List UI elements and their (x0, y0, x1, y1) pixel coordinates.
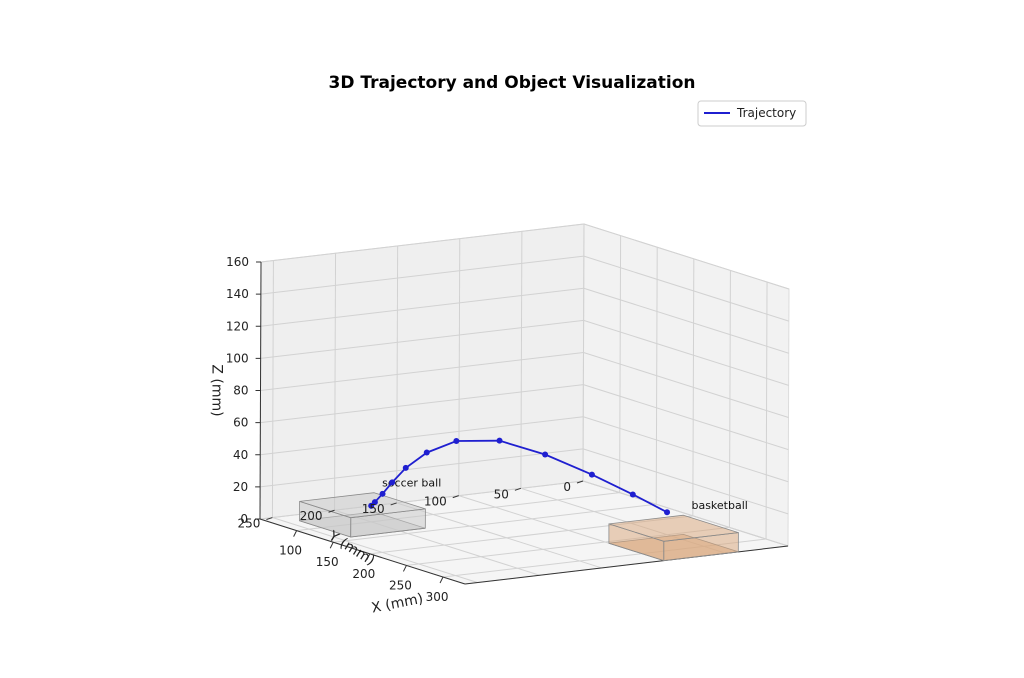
series-point (496, 437, 503, 444)
grid-x-floor (333, 503, 657, 543)
z-tick-label: 0 (240, 512, 248, 526)
y-tick-label: 50 (494, 487, 509, 501)
z-tick-label: 80 (233, 384, 248, 398)
object-face-top (608, 514, 739, 542)
y-tick-label: 0 (563, 480, 571, 494)
y-tick-mark (266, 517, 273, 521)
grid-z-right (582, 480, 789, 547)
series-point (389, 479, 396, 486)
x-tick-label: 150 (316, 555, 339, 569)
x-tick-label: 250 (389, 578, 412, 592)
object-face-top (299, 492, 426, 519)
series-point (402, 464, 409, 471)
series-point (664, 509, 671, 516)
grid-z-left (260, 287, 584, 327)
grid-z-right (583, 319, 789, 386)
tick-labels: 0 20 40 60 80 100 120 140 160 100 150 200 250 300 0 50 1… (226, 255, 584, 604)
grid-z-right (583, 287, 789, 354)
y-tick-label: 200 (300, 509, 323, 523)
grid-z-left (260, 255, 584, 295)
z-tick-label: 120 (226, 319, 249, 333)
y-tick-mark (390, 502, 397, 506)
z-tick-label: 140 (226, 287, 249, 301)
x-tick-mark (439, 576, 444, 584)
grid-y-floor (272, 517, 478, 584)
object-soccer-ball: soccer ball (299, 477, 441, 538)
y-tick-mark (452, 495, 459, 499)
x-tick-mark (402, 565, 407, 572)
x-axis-label: X (mm) (370, 591, 424, 617)
legend-label: Trajectory (736, 106, 796, 120)
z-tick-label: 60 (233, 416, 248, 430)
z-tick-label: 100 (226, 351, 249, 365)
x-tick-label: 300 (426, 590, 449, 604)
object-label: basketball (691, 499, 747, 512)
grid-y-floor (396, 502, 602, 569)
series-point (423, 449, 430, 456)
series-point (542, 451, 549, 458)
grid-z-right (583, 416, 789, 483)
legend: Trajectory (697, 100, 807, 127)
grid-z-left (260, 384, 584, 424)
grid-z-right (582, 448, 789, 515)
grid-z-right (583, 384, 789, 451)
grid-z-right (583, 352, 789, 418)
chart-title: 3D Trajectory and Object Visualization (329, 73, 696, 93)
y-tick-mark (576, 480, 584, 484)
series-layer (368, 437, 671, 516)
object-label: soccer ball (382, 477, 441, 490)
x-axis-line (259, 518, 466, 585)
y-tick-mark (328, 509, 335, 513)
z-tick-label: 40 (233, 448, 248, 462)
z-axis-label: Z (mm) (209, 364, 225, 416)
y-tick-label: 100 (424, 495, 447, 509)
y-tick-label: 150 (362, 502, 385, 516)
y-tick-label: 250 (238, 517, 261, 531)
series-point (453, 437, 460, 444)
x-tick-label: 200 (352, 567, 375, 581)
z-tick-label: 160 (226, 255, 249, 269)
z-tick-label: 20 (233, 480, 248, 494)
grid-z-left (260, 448, 584, 488)
grid-z-left (260, 223, 585, 263)
series-point (379, 490, 386, 497)
grid-z-left (260, 352, 584, 391)
grid-z-left (260, 416, 584, 456)
series-point (371, 499, 378, 506)
series-point (368, 502, 375, 509)
series-point (629, 491, 636, 498)
grid-z-right (583, 223, 790, 290)
grid-z-right (583, 255, 790, 322)
x-tick-mark (366, 553, 371, 561)
x-tick-label: 100 (279, 544, 302, 558)
x-tick-mark (329, 541, 334, 549)
y-tick-mark (514, 487, 522, 491)
objects-layer: soccer ball basketball (299, 477, 748, 562)
series-point (588, 471, 595, 478)
x-tick-mark (293, 530, 298, 537)
object-basketball: basketball (608, 499, 748, 562)
legend-box (697, 100, 807, 127)
grid-z-left (260, 319, 584, 359)
